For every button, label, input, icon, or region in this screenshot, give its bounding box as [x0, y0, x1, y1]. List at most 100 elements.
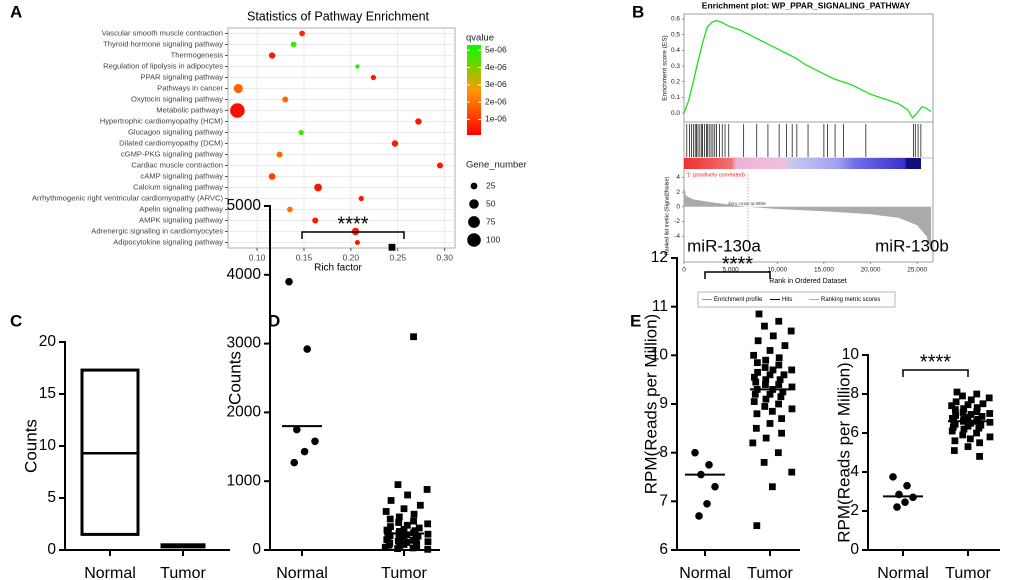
- bubble: [415, 118, 422, 125]
- point: [775, 361, 783, 369]
- point: [400, 533, 408, 541]
- point: [986, 418, 994, 426]
- bubble: [299, 30, 305, 37]
- y-axis-label: RPM(Reads per Million): [834, 362, 853, 542]
- y-tick-label: 20: [39, 333, 57, 350]
- y-tick-label: 9: [659, 395, 668, 412]
- y-axis-label: Counts: [21, 419, 40, 473]
- chart-title: Enrichment plot: WP_PPAR_SIGNALING_PATHW…: [702, 0, 911, 10]
- significance-bracket: [704, 271, 771, 279]
- bubble: [290, 41, 297, 48]
- y-tick-label: cGMP-PKG signaling pathway: [121, 150, 223, 159]
- point: [285, 277, 293, 286]
- y-tick-label: 6: [659, 541, 668, 558]
- bubble: [233, 83, 243, 94]
- y-tick-label: 7: [659, 492, 668, 509]
- point: [415, 524, 423, 532]
- significance-label: ****: [920, 351, 951, 373]
- legend-label: Enrichment profile: [714, 297, 763, 303]
- point: [964, 414, 972, 421]
- legend-label: Hits: [782, 297, 792, 303]
- point: [960, 425, 968, 433]
- plot-panel: [227, 27, 456, 249]
- point: [889, 473, 897, 481]
- point: [695, 512, 703, 520]
- point: [953, 388, 961, 396]
- point: [768, 483, 776, 491]
- point: [959, 392, 966, 400]
- point: [948, 402, 956, 410]
- point: [749, 439, 757, 447]
- significance-bracket: [301, 231, 405, 239]
- point: [766, 371, 774, 379]
- panel-label: C: [10, 311, 22, 330]
- point: [948, 427, 956, 435]
- bubble: [230, 103, 245, 118]
- point: [423, 486, 431, 493]
- point: [761, 322, 768, 330]
- size-label: 100: [486, 234, 500, 244]
- point: [394, 545, 402, 553]
- point: [388, 243, 396, 251]
- point: [762, 381, 769, 388]
- point: [400, 541, 408, 548]
- size-label: 50: [486, 198, 496, 208]
- point: [387, 523, 394, 531]
- point: [703, 499, 711, 508]
- y-tick-label: Adipocytokine signaling pathway: [113, 238, 223, 247]
- y-tick-label: 4: [676, 174, 680, 181]
- y-tick-label: 2: [850, 502, 859, 519]
- zero-cross-label: Zero cross at 6856: [728, 201, 766, 206]
- x-tick-label: Tumor: [160, 565, 206, 580]
- point: [760, 459, 768, 466]
- x-tick-label: 5,000: [722, 267, 739, 274]
- point: [952, 398, 960, 406]
- y-tick-label: 15: [39, 385, 56, 402]
- point: [951, 437, 959, 445]
- point: [691, 448, 699, 457]
- point: [976, 453, 983, 460]
- x-tick-label: 15,000: [814, 267, 834, 274]
- chart-title: Statistics of Pathway Enrichment: [247, 9, 430, 23]
- y-tick-label: 12: [651, 249, 668, 266]
- point: [769, 332, 777, 340]
- y-tick-label: 3000: [227, 335, 262, 352]
- significance-label: ****: [722, 253, 753, 275]
- point: [949, 423, 957, 431]
- point: [394, 481, 402, 489]
- x-tick-label: Tumor: [747, 565, 793, 580]
- point: [780, 371, 788, 379]
- point: [395, 519, 403, 526]
- y-tick-label: PPAR signaling pathway: [140, 73, 223, 82]
- point: [409, 536, 417, 544]
- point: [788, 405, 796, 413]
- y-tick-label: 0: [252, 541, 261, 558]
- plot-frame: [683, 13, 934, 263]
- point: [751, 390, 759, 398]
- point: [410, 510, 418, 518]
- point: [973, 408, 981, 415]
- bubble: [354, 239, 360, 246]
- x-tick-label: 0: [682, 267, 686, 274]
- x-tick-label: 10,000: [767, 267, 787, 274]
- point: [964, 401, 972, 409]
- y-tick-label: 5000: [227, 197, 262, 214]
- point: [893, 503, 901, 511]
- y-tick-label: 10: [39, 437, 57, 454]
- point: [979, 400, 987, 408]
- x-tick-label: 25,000: [907, 267, 927, 274]
- x-tick-label: 0.25: [390, 252, 407, 262]
- y-tick-label: 0.2: [671, 78, 680, 85]
- point: [750, 398, 758, 405]
- colorbar-label: 1e-06: [485, 114, 507, 124]
- y-tick-label: Oxytocin signaling pathway: [131, 95, 223, 104]
- y-tick-label: Thyroid hormone signaling pathway: [103, 40, 223, 49]
- point: [973, 390, 981, 398]
- y-tick-label: 0.3: [671, 63, 680, 70]
- point: [752, 424, 760, 432]
- point: [788, 383, 796, 391]
- y-tick-label: 0.1: [671, 94, 680, 101]
- x-tick-label: 20,000: [861, 267, 881, 274]
- legend-title: qvalue: [466, 33, 494, 44]
- size-key: [470, 182, 478, 190]
